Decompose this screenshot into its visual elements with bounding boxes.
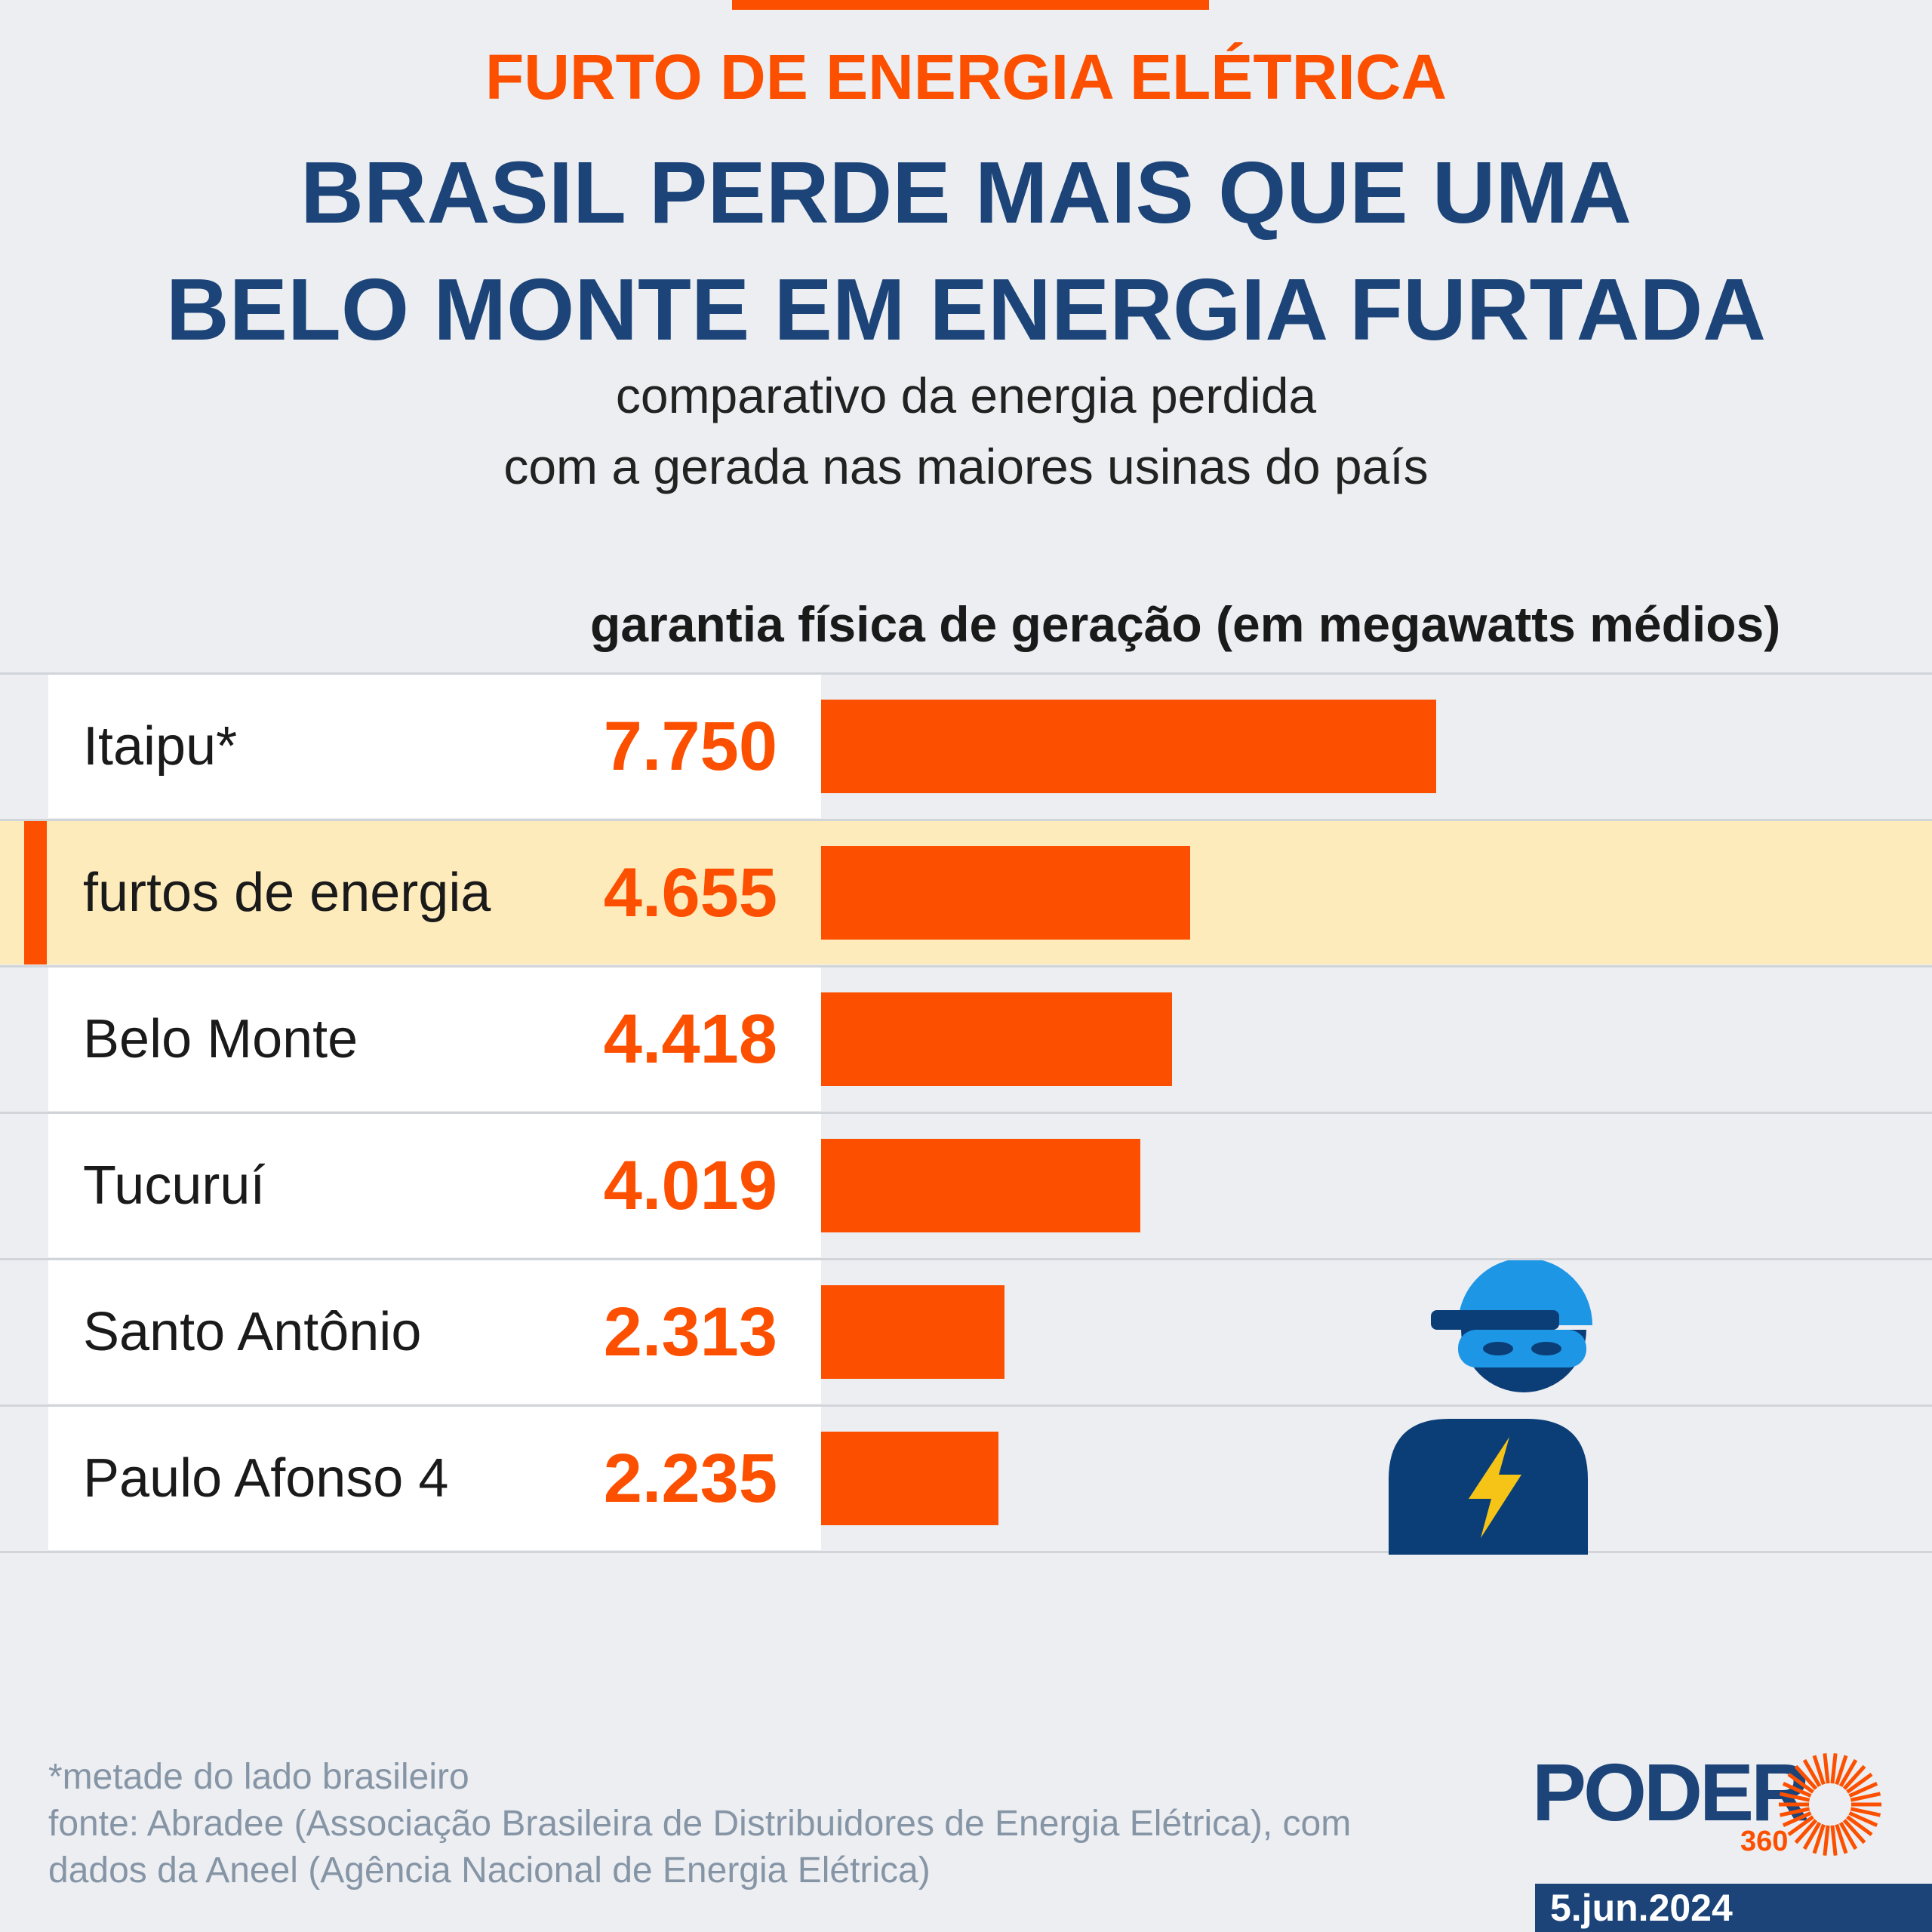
chart-title: garantia física de geração (em megawatts… <box>590 596 1781 652</box>
value-label: 4.019 <box>603 1147 777 1224</box>
bar <box>821 1285 1004 1379</box>
sun-ray <box>1835 1755 1848 1786</box>
row-separator <box>0 1551 1932 1553</box>
sun-ray <box>1779 1807 1810 1817</box>
footnote-source-1: fonte: Abradee (Associação Brasileira de… <box>48 1804 1352 1844</box>
category-label: Tucuruí <box>83 1155 266 1216</box>
top-accent-bar <box>732 0 1209 10</box>
sun-ray <box>1830 1825 1838 1856</box>
thief-icon <box>1389 1260 1592 1555</box>
category-label: furtos de energia <box>83 863 491 923</box>
row-separator <box>0 1258 1932 1260</box>
row-label-cell <box>48 1260 821 1404</box>
sun-ray <box>1802 1821 1822 1850</box>
row-label-cell <box>48 1407 821 1550</box>
bar <box>821 1139 1140 1232</box>
headline-line-1: BRASIL PERDE MAIS QUE UMA <box>300 143 1632 242</box>
kicker: FURTO DE ENERGIA ELÉTRICA <box>485 42 1447 112</box>
sun-ray <box>1848 1811 1878 1827</box>
sun-ray <box>1779 1792 1810 1802</box>
sun-ray <box>1848 1782 1878 1798</box>
sun-ray <box>1846 1815 1873 1836</box>
category-label: Santo Antônio <box>83 1302 422 1362</box>
bar <box>821 1432 998 1525</box>
sun-ray <box>1787 1773 1814 1794</box>
sun-ray <box>1846 1773 1873 1794</box>
sun-ray <box>1782 1782 1812 1798</box>
date-badge: 5.jun.2024 <box>1535 1884 1932 1932</box>
bar <box>821 992 1172 1086</box>
row-label-cell <box>48 968 821 1111</box>
sun-ray <box>1823 1753 1830 1784</box>
category-label: Itaipu* <box>83 716 238 777</box>
sun-ray <box>1850 1807 1881 1817</box>
row-label-cell <box>48 675 821 818</box>
row-separator <box>0 1112 1932 1114</box>
logo-360: 360 <box>1740 1826 1789 1857</box>
category-label: Paulo Afonso 4 <box>83 1448 449 1509</box>
bar <box>821 700 1436 793</box>
sun-ray <box>1794 1819 1818 1844</box>
subtitle-line-1: comparativo da energia perdida <box>615 368 1317 423</box>
bar <box>821 846 1190 940</box>
sun-ray <box>1794 1764 1818 1790</box>
row-separator <box>0 1404 1932 1407</box>
sun-ray <box>1823 1825 1830 1856</box>
row-label-cell <box>48 1114 821 1257</box>
sun-ray <box>1850 1792 1881 1802</box>
sun-ray <box>1830 1753 1838 1784</box>
poder360-logo: PODER 360 <box>1532 1743 1894 1857</box>
row-separator <box>0 819 1932 821</box>
sun-ray <box>1842 1764 1866 1790</box>
sun-ray <box>1838 1821 1858 1850</box>
sun-ray <box>1835 1823 1848 1854</box>
footnote-source-2: dados da Aneel (Agência Nacional de Ener… <box>48 1850 931 1890</box>
value-label: 4.418 <box>603 1001 777 1078</box>
headline-line-2: BELO MONTE EM ENERGIA FURTADA <box>165 260 1767 358</box>
sun-ray <box>1802 1758 1822 1788</box>
date-text: 5.jun.2024 <box>1550 1887 1733 1929</box>
highlight-row-accent <box>24 821 47 964</box>
sun-ray <box>1782 1811 1812 1827</box>
value-label: 7.750 <box>603 708 777 785</box>
value-label: 2.235 <box>603 1440 777 1517</box>
value-label: 2.313 <box>603 1294 777 1371</box>
row-separator <box>0 965 1932 968</box>
footnote-asterisk: *metade do lado brasileiro <box>48 1757 469 1797</box>
sun-ray <box>1812 1823 1826 1854</box>
sun-rays-icon <box>1779 1753 1881 1856</box>
value-label: 4.655 <box>603 854 777 931</box>
lightning-bolt-icon <box>1469 1437 1521 1538</box>
row-separator <box>0 672 1932 675</box>
sun-ray <box>1812 1755 1826 1786</box>
sun-ray <box>1838 1758 1858 1788</box>
subtitle-line-2: com a gerada nas maiores usinas do país <box>503 438 1429 494</box>
sun-ray <box>1787 1815 1814 1836</box>
sun-ray <box>1842 1819 1866 1844</box>
category-label: Belo Monte <box>83 1009 358 1069</box>
logo-wordmark: PODER <box>1532 1746 1810 1838</box>
